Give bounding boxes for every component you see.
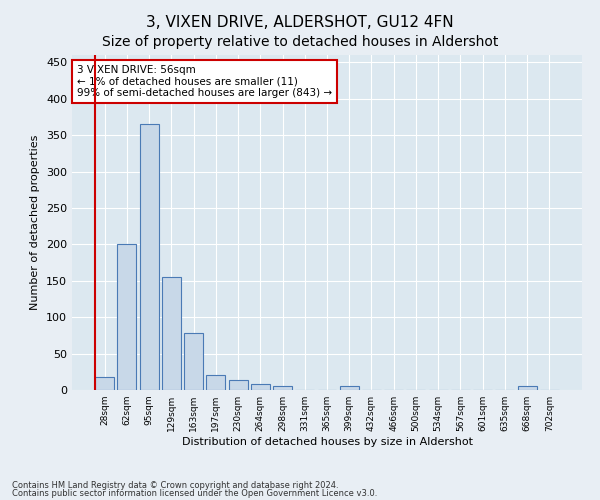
Bar: [162, 277, 181, 390]
Bar: [118, 244, 136, 390]
Text: Contains public sector information licensed under the Open Government Licence v3: Contains public sector information licen…: [12, 489, 377, 498]
Y-axis label: Number of detached properties: Number of detached properties: [31, 135, 40, 310]
Bar: [340, 386, 359, 390]
Text: Size of property relative to detached houses in Aldershot: Size of property relative to detached ho…: [102, 35, 498, 49]
Bar: [206, 374, 225, 390]
Bar: [251, 384, 270, 390]
Bar: [273, 386, 292, 390]
Bar: [518, 386, 536, 390]
Text: 3 VIXEN DRIVE: 56sqm
← 1% of detached houses are smaller (11)
99% of semi-detach: 3 VIXEN DRIVE: 56sqm ← 1% of detached ho…: [77, 65, 332, 98]
Text: 3, VIXEN DRIVE, ALDERSHOT, GU12 4FN: 3, VIXEN DRIVE, ALDERSHOT, GU12 4FN: [146, 15, 454, 30]
Bar: [95, 377, 114, 390]
Bar: [140, 124, 158, 390]
Bar: [229, 380, 248, 390]
X-axis label: Distribution of detached houses by size in Aldershot: Distribution of detached houses by size …: [182, 437, 473, 447]
Text: Contains HM Land Registry data © Crown copyright and database right 2024.: Contains HM Land Registry data © Crown c…: [12, 480, 338, 490]
Bar: [184, 333, 203, 390]
